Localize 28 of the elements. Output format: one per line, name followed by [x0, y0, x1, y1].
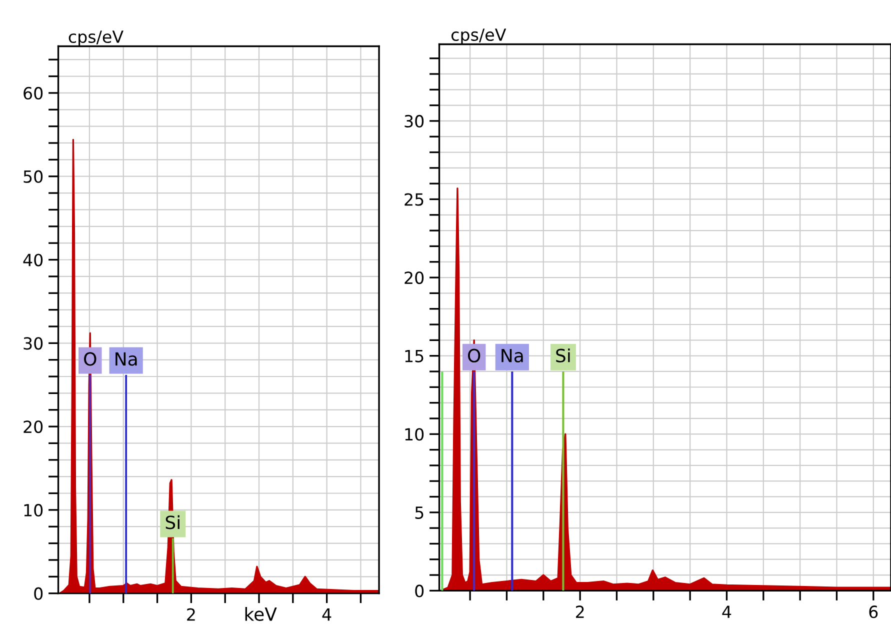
data-label: O — [84, 352, 96, 366]
x-axis-title: keV — [245, 607, 277, 621]
y-tick-label: 20 — [24, 420, 43, 434]
x-tick-label: 6 — [869, 606, 878, 618]
y-tick-label: 60 — [24, 86, 43, 100]
x-tick-label: 2 — [576, 606, 584, 618]
y-axis-title: cps/eV — [68, 30, 124, 46]
data-label: Na — [502, 349, 523, 362]
x-tick-label: 4 — [722, 606, 732, 618]
y-tick-label: 30 — [404, 114, 424, 128]
x-tick-label: 4 — [322, 608, 332, 621]
data-label: Si — [166, 515, 180, 530]
data-label: Na — [116, 352, 137, 366]
y-tick-label: 0 — [34, 587, 43, 600]
data-label: Si — [556, 348, 570, 362]
y-tick-label: 10 — [24, 504, 43, 516]
data-label: O — [468, 348, 480, 362]
y-tick-label: 0 — [415, 584, 424, 598]
y-tick-label: 50 — [24, 170, 43, 183]
x-tick-label: 2 — [187, 608, 195, 621]
y-tick-label: 10 — [405, 428, 424, 441]
y-tick-label: 15 — [405, 350, 424, 362]
y-tick-label: 5 — [415, 506, 424, 519]
y-axis-title: cps/eV — [451, 28, 506, 44]
y-tick-label: 20 — [404, 271, 424, 284]
y-tick-label: 30 — [24, 337, 43, 350]
y-tick-label: 25 — [404, 193, 424, 206]
y-tick-label: 40 — [23, 254, 43, 266]
